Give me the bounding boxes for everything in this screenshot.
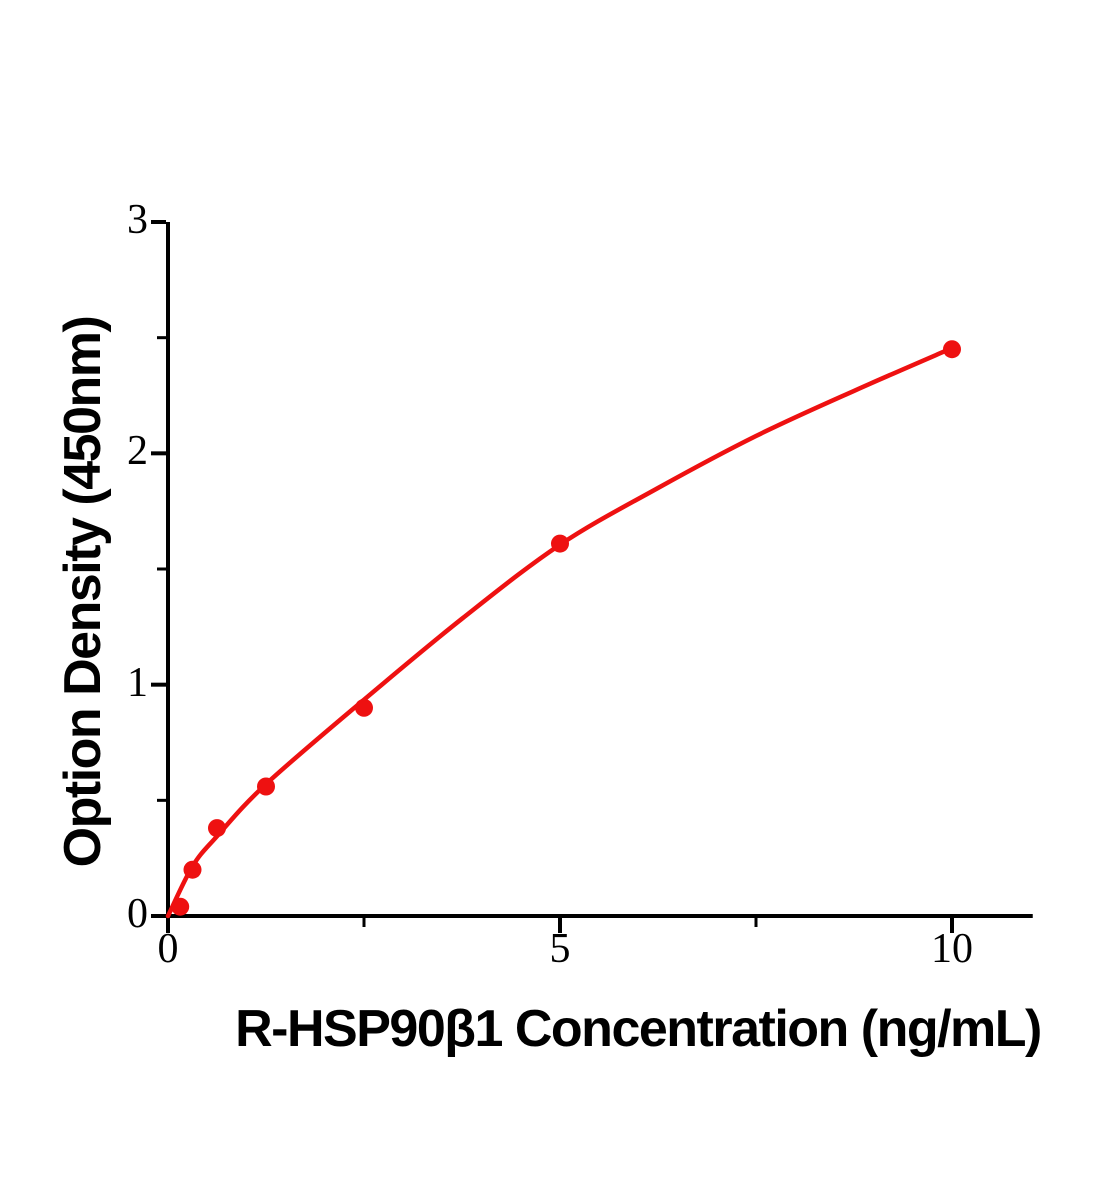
data-point [355, 698, 373, 717]
data-point [257, 777, 275, 796]
data-point [551, 534, 569, 553]
y-tick-label: 0 [127, 891, 148, 937]
y-tick-label: 1 [127, 659, 148, 706]
y-axis-title: Option Density (450nm) [54, 316, 112, 868]
x-axis-title: R-HSP90β1 Concentration (ng/mL) [235, 1000, 1042, 1058]
x-tick-label: 0 [157, 926, 179, 972]
data-point [183, 860, 202, 879]
y-tick-label: 3 [127, 197, 148, 243]
x-tick-label: 10 [931, 926, 973, 972]
y-tick-label: 2 [127, 428, 148, 475]
data-point [171, 897, 190, 916]
x-tick-label: 5 [549, 926, 571, 972]
data-point [943, 340, 961, 359]
fit-curve [165, 345, 955, 919]
data-point [208, 819, 226, 838]
